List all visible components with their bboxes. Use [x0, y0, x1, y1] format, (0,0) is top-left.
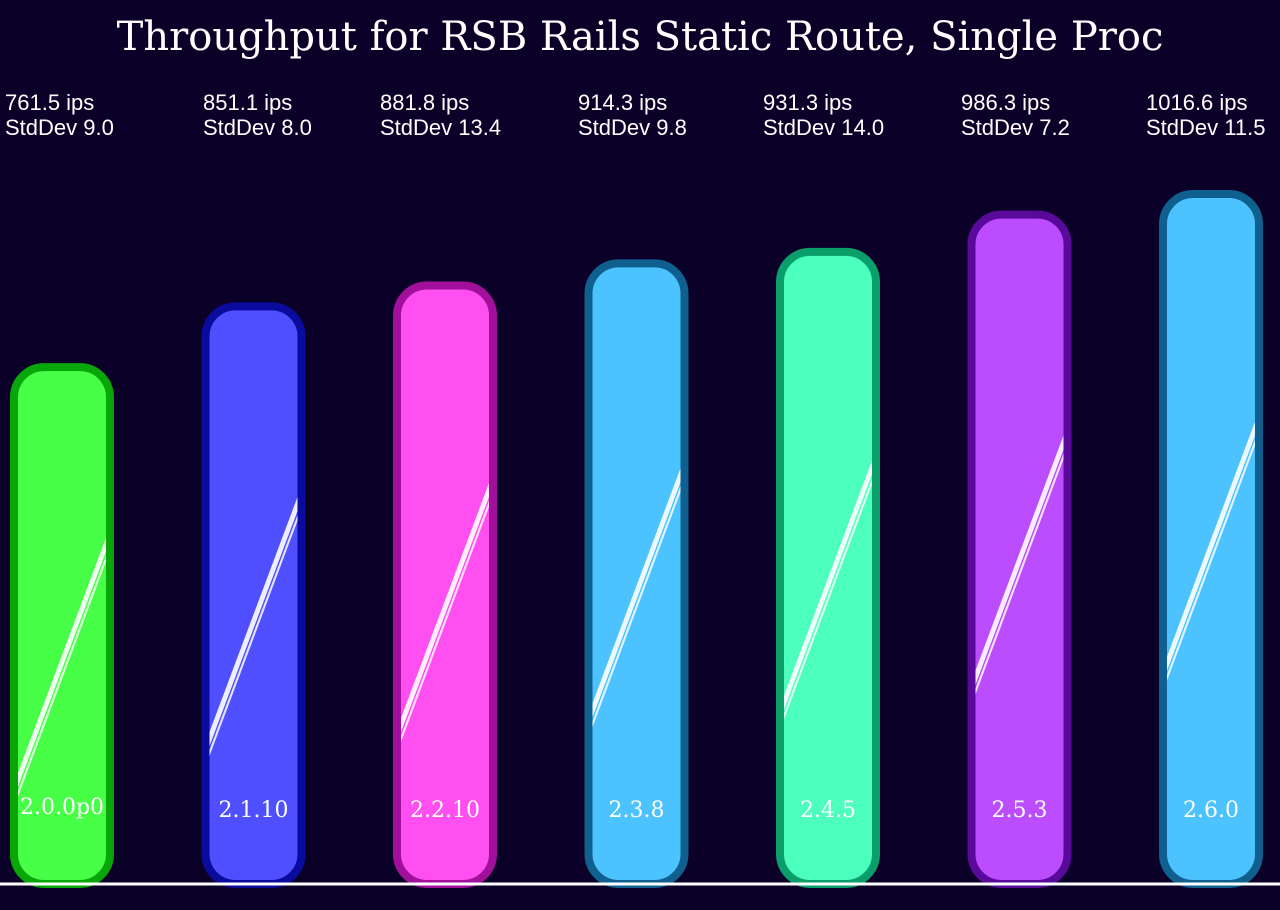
category-label-2.1.10: 2.1.10: [219, 798, 289, 823]
category-label-2.3.8: 2.3.8: [609, 798, 665, 823]
bar-2.5.3: [967, 210, 1072, 888]
category-label-2.4.5: 2.4.5: [800, 798, 856, 823]
bar-glare-2.0.0p0-1: [18, 555, 106, 797]
bar-glare-2.1.10-1: [209, 514, 298, 756]
category-label-2.6.0: 2.6.0: [1183, 798, 1239, 823]
bar-glare-2.3.8-0: [592, 468, 681, 718]
stddev-label-2.2.10: StdDev 13.4: [380, 115, 501, 140]
bar-glare-2.4.5-1: [784, 478, 872, 720]
bar-glare-2.6.0-1: [1167, 439, 1255, 681]
category-label-2.5.3: 2.5.3: [992, 798, 1048, 823]
value-label-2.1.10: 851.1 ips: [203, 90, 292, 115]
value-label-2.3.8: 914.3 ips: [578, 90, 667, 115]
value-label-2.0.0p0: 761.5 ips: [5, 90, 94, 115]
chart-title: Throughput for RSB Rails Static Route, S…: [117, 14, 1164, 60]
bar-glare-2.4.5-0: [784, 460, 872, 710]
value-label-2.6.0: 1016.6 ips: [1146, 90, 1248, 115]
value-label-2.5.3: 986.3 ips: [961, 90, 1050, 115]
bar-glare-2.0.0p0-0: [18, 537, 106, 787]
bar-glare-2.5.3-0: [975, 435, 1064, 685]
stddev-label-2.1.10: StdDev 8.0: [203, 115, 312, 140]
stddev-label-2.4.5: StdDev 14.0: [763, 115, 884, 140]
bar-2.3.8: [584, 259, 689, 888]
bar-2.4.5: [776, 247, 880, 888]
stddev-label-2.0.0p0: StdDev 9.0: [5, 115, 114, 140]
bar-glare-2.2.10-1: [401, 501, 489, 743]
stddev-label-2.3.8: StdDev 9.8: [578, 115, 687, 140]
bar-glare-2.3.8-1: [592, 486, 681, 728]
value-label-2.2.10: 881.8 ips: [380, 90, 469, 115]
bar-2.2.10: [393, 281, 497, 888]
bar-2.6.0: [1159, 190, 1263, 888]
stddev-label-2.6.0: StdDev 11.5: [1146, 115, 1265, 140]
stddev-label-2.5.3: StdDev 7.2: [961, 115, 1070, 140]
bar-glare-2.6.0-0: [1167, 421, 1255, 671]
value-label-2.4.5: 931.3 ips: [763, 90, 852, 115]
bar-glare-2.5.3-1: [975, 453, 1064, 695]
category-label-2.0.0p0: 2.0.0p0: [20, 795, 104, 820]
bar-glare-2.2.10-0: [401, 483, 489, 733]
category-label-2.2.10: 2.2.10: [410, 798, 480, 823]
bar-glare-2.1.10-0: [209, 496, 298, 746]
